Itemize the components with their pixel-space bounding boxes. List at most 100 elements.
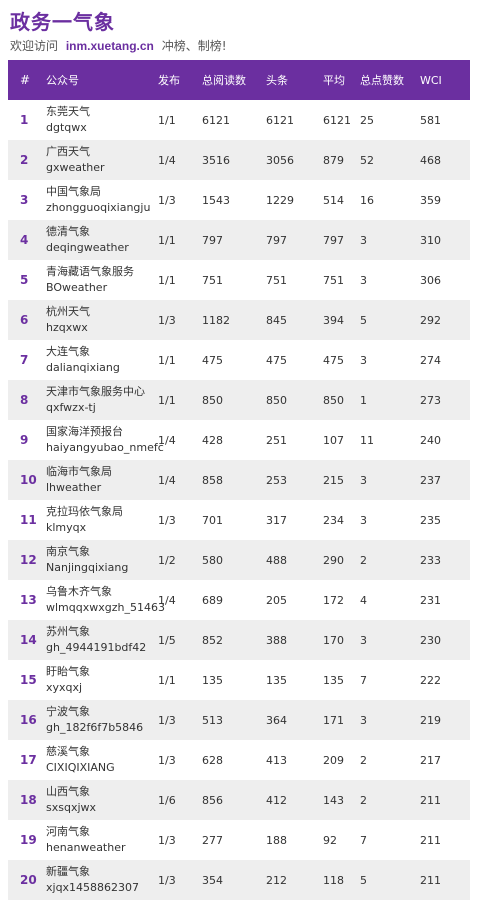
table-row[interactable]: 19 河南气象 henanweather 1/3 277 188 92 7 211: [8, 820, 470, 860]
col-header-headline[interactable]: 头条: [266, 74, 288, 87]
account-name[interactable]: 苏州气象: [46, 625, 90, 638]
table-row[interactable]: 6 杭州天气 hzqxwx 1/3 1182 845 394 5 292: [8, 300, 470, 340]
table-row[interactable]: 20 新疆气象 xjqx1458862307 1/3 354 212 118 5 211: [8, 860, 470, 900]
account-name[interactable]: 中国气象局: [46, 185, 101, 198]
published-cell: 1/5: [158, 633, 176, 647]
headline-reads-cell: 6121: [266, 113, 294, 127]
total-reads-cell: 850: [202, 393, 223, 407]
table-row[interactable]: 15 盱眙气象 xyxqxj 1/1 135 135 135 7 222: [8, 660, 470, 700]
table-row[interactable]: 18 山西气象 sxsqxjwx 1/6 856 412 143 2 211: [8, 780, 470, 820]
wci-cell: 222: [420, 673, 441, 687]
table-row[interactable]: 3 中国气象局 zhongguoqixiangju 1/3 1543 1229 514 16 3…: [8, 180, 470, 220]
wci-cell: 292: [420, 313, 441, 327]
table-row[interactable]: 5 青海藏语气象服务 BOweather 1/1 751 751 751 3 306: [8, 260, 470, 300]
average-reads-cell: 850: [323, 393, 344, 407]
published-cell: 1/3: [158, 313, 176, 327]
table-row[interactable]: 4 德清气象 deqingweather 1/1 797 797 797 3 310: [8, 220, 470, 260]
account-name[interactable]: 杭州天气: [46, 305, 90, 318]
likes-cell: 2: [360, 793, 367, 807]
table-row[interactable]: 2 广西天气 gxweather 1/4 3516 3056 879 52 468: [8, 140, 470, 180]
account-name[interactable]: 国家海洋预报台: [46, 425, 123, 438]
average-reads-cell: 234: [323, 513, 344, 527]
wci-cell: 217: [420, 753, 441, 767]
page-header: 政务一气象 欢迎访问 inm.xuetang.cn 冲榜、制榜!: [0, 0, 480, 60]
account-name[interactable]: 东莞天气: [46, 105, 90, 118]
table-row[interactable]: 14 苏州气象 gh_4944191bdf42 1/5 852 388 170 3 230: [8, 620, 470, 660]
average-reads-cell: 290: [323, 553, 344, 567]
account-id: klmyqx: [46, 521, 87, 534]
total-reads-cell: 751: [202, 273, 223, 287]
published-cell: 1/3: [158, 873, 176, 887]
col-header-wci[interactable]: WCI: [420, 73, 442, 87]
account-name[interactable]: 河南气象: [46, 825, 90, 838]
account-name[interactable]: 宁波气象: [46, 705, 90, 718]
headline-reads-cell: 475: [266, 353, 287, 367]
account-id: hzqxwx: [46, 321, 88, 334]
col-header-account[interactable]: 公众号: [46, 74, 79, 87]
table-row[interactable]: 17 慈溪气象 CIXIQIXIANG 1/3 628 413 209 2 217: [8, 740, 470, 780]
published-cell: 1/4: [158, 433, 176, 447]
account-name[interactable]: 盱眙气象: [46, 665, 90, 678]
account-name[interactable]: 克拉玛依气象局: [46, 505, 123, 518]
table-row[interactable]: 16 宁波气象 gh_182f6f7b5846 1/3 513 364 171 3 219: [8, 700, 470, 740]
table-row[interactable]: 7 大连气象 dalianqixiang 1/1 475 475 475 3 274: [8, 340, 470, 380]
published-cell: 1/1: [158, 393, 176, 407]
wci-cell: 219: [420, 713, 441, 727]
average-reads-cell: 751: [323, 273, 344, 287]
likes-cell: 7: [360, 833, 367, 847]
average-reads-cell: 92: [323, 833, 337, 847]
col-header-total-reads[interactable]: 总阅读数: [202, 74, 246, 87]
rank-cell: 19: [20, 833, 37, 847]
table-row[interactable]: 10 临海市气象局 lhweather 1/4 858 253 215 3 237: [8, 460, 470, 500]
published-cell: 1/1: [158, 233, 176, 247]
table-row[interactable]: 1 东莞天气 dgtqwx 1/1 6121 6121 6121 25 581: [8, 100, 470, 140]
likes-cell: 2: [360, 753, 367, 767]
headline-reads-cell: 845: [266, 313, 287, 327]
account-id: gh_4944191bdf42: [46, 641, 147, 654]
total-reads-cell: 354: [202, 873, 223, 887]
account-id: gh_182f6f7b5846: [46, 721, 144, 734]
account-name[interactable]: 南京气象: [46, 545, 90, 558]
wci-cell: 306: [420, 273, 441, 287]
subtitle: 欢迎访问 inm.xuetang.cn 冲榜、制榜!: [10, 37, 227, 54]
account-name[interactable]: 山西气象: [46, 785, 90, 798]
likes-cell: 3: [360, 233, 367, 247]
published-cell: 1/2: [158, 553, 176, 567]
table-row[interactable]: 11 克拉玛依气象局 klmyqx 1/3 701 317 234 3 235: [8, 500, 470, 540]
table-row[interactable]: 8 天津市气象服务中心 qxfwzx-tj 1/1 850 850 850 1 273: [8, 380, 470, 420]
account-id: wlmqqxwxgzh_51463: [46, 601, 165, 614]
total-reads-cell: 701: [202, 513, 223, 527]
account-id: CIXIQIXIANG: [46, 761, 115, 774]
site-link[interactable]: inm.xuetang.cn: [65, 39, 154, 53]
table-row[interactable]: 9 国家海洋预报台 haiyangyubao_nmefc 1/4 428 251 107 11…: [8, 420, 470, 460]
account-name[interactable]: 新疆气象: [46, 865, 90, 878]
headline-reads-cell: 188: [266, 833, 287, 847]
wci-cell: 233: [420, 553, 441, 567]
headline-reads-cell: 205: [266, 593, 287, 607]
headline-reads-cell: 317: [266, 513, 287, 527]
account-name[interactable]: 广西天气: [46, 145, 90, 158]
subtitle-suffix: 冲榜、制榜!: [161, 39, 227, 53]
col-header-average[interactable]: 平均: [323, 74, 345, 87]
published-cell: 1/1: [158, 353, 176, 367]
account-name[interactable]: 乌鲁木齐气象: [46, 585, 112, 598]
table-row[interactable]: 13 乌鲁木齐气象 wlmqqxwxgzh_51463 1/4 689 205 172 4 23…: [8, 580, 470, 620]
account-name[interactable]: 天津市气象服务中心: [46, 385, 145, 398]
col-header-likes[interactable]: 总点赞数: [360, 74, 404, 87]
account-name[interactable]: 德清气象: [46, 225, 90, 238]
wci-cell: 211: [420, 873, 441, 887]
account-name[interactable]: 临海市气象局: [46, 465, 112, 478]
account-cell: 天津市气象服务中心 qxfwzx-tj: [46, 380, 158, 420]
account-cell: 东莞天气 dgtqwx: [46, 100, 158, 140]
col-header-published[interactable]: 发布: [158, 74, 180, 87]
account-name[interactable]: 大连气象: [46, 345, 90, 358]
rank-cell: 1: [20, 113, 29, 127]
published-cell: 1/1: [158, 113, 176, 127]
col-header-rank[interactable]: #: [20, 73, 31, 87]
account-cell: 南京气象 Nanjingqixiang: [46, 540, 158, 580]
account-name[interactable]: 青海藏语气象服务: [46, 265, 134, 278]
table-row[interactable]: 12 南京气象 Nanjingqixiang 1/2 580 488 290 2 233: [8, 540, 470, 580]
total-reads-cell: 689: [202, 593, 223, 607]
headline-reads-cell: 388: [266, 633, 287, 647]
account-name[interactable]: 慈溪气象: [46, 745, 90, 758]
